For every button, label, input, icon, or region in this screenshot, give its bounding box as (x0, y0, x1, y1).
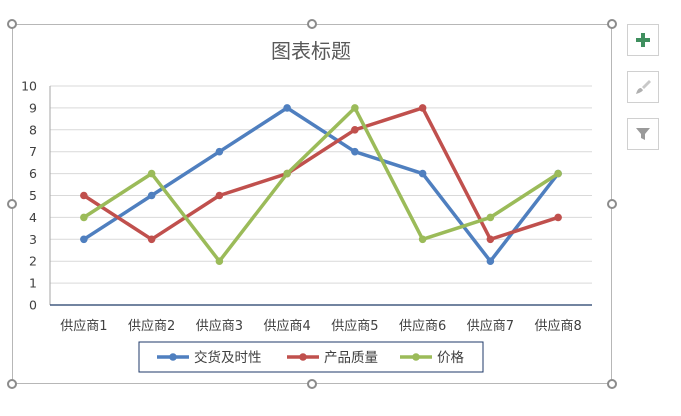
plus-icon (636, 33, 650, 47)
resize-handle-bottom-right[interactable] (607, 379, 617, 389)
brush-icon (636, 80, 651, 94)
resize-handle-top-left[interactable] (7, 19, 17, 29)
chart-styles-button[interactable] (627, 71, 659, 103)
funnel-icon (636, 128, 650, 140)
resize-handle-bottom-middle[interactable] (307, 379, 317, 389)
resize-handle-top-middle[interactable] (307, 19, 317, 29)
resize-handle-bottom-left[interactable] (7, 379, 17, 389)
resize-handle-top-right[interactable] (607, 19, 617, 29)
chart-elements-button[interactable] (627, 24, 659, 56)
chart-frame[interactable] (12, 24, 612, 384)
resize-handle-middle-left[interactable] (7, 199, 17, 209)
chart-filters-button[interactable] (627, 118, 659, 150)
resize-handle-middle-right[interactable] (607, 199, 617, 209)
